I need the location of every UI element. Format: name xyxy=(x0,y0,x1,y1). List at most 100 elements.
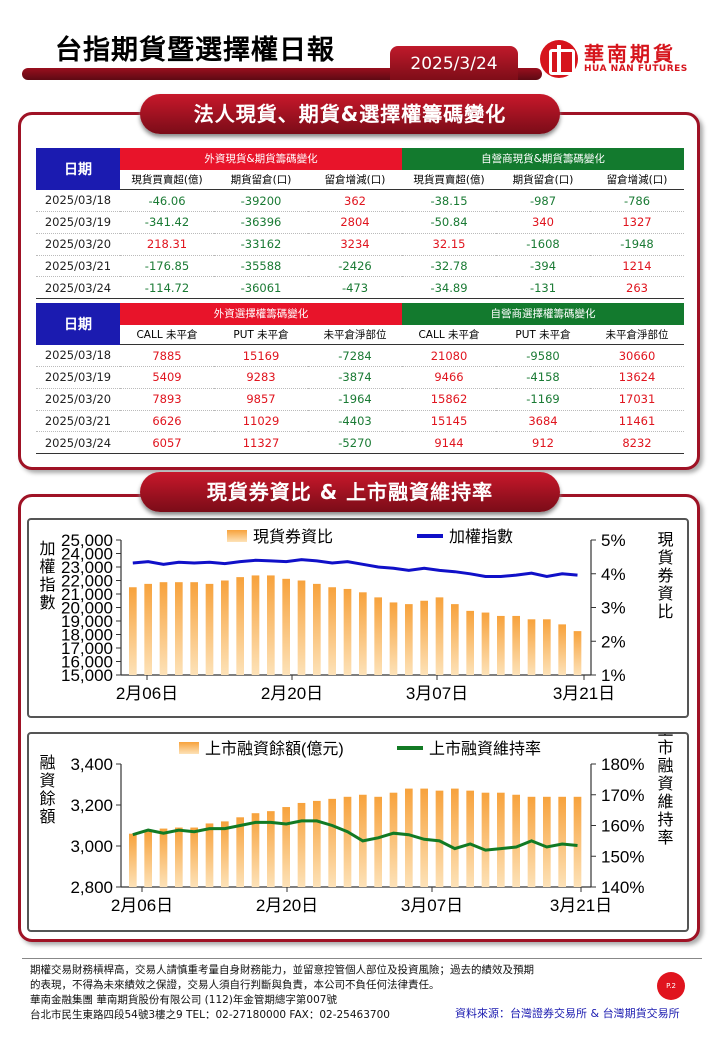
row-date: 2025/03/18 xyxy=(36,344,120,368)
column-header: 期貨留倉(口) xyxy=(496,169,590,191)
bar xyxy=(144,831,152,887)
x-tick-label: 2月20日 xyxy=(256,896,318,915)
table-cell: 30660 xyxy=(590,344,684,368)
table-row: 2025/03/18 -46.06 -39200 362 -38.15 -987 -786 xyxy=(36,189,684,213)
table-row: 2025/03/19 -341.42 -36396 2804 -50.84 340 1327 xyxy=(36,211,684,234)
y-left-tick-label: 23,000 xyxy=(61,558,113,577)
bar xyxy=(512,794,520,887)
bar xyxy=(405,788,413,887)
table-cell: 21080 xyxy=(402,344,496,368)
bar xyxy=(221,580,229,675)
bar xyxy=(527,619,536,675)
x-tick-label: 2月20日 xyxy=(261,684,323,703)
column-header: CALL 未平倉 xyxy=(402,324,496,346)
y-left-tick-label: 3,400 xyxy=(70,755,113,774)
x-tick-label: 3月21日 xyxy=(550,896,612,915)
table-cell: -394 xyxy=(496,255,590,278)
row-date: 2025/03/20 xyxy=(36,233,120,256)
x-tick-label: 3月07日 xyxy=(401,896,463,915)
x-tick-label: 3月21日 xyxy=(553,684,615,703)
table-cell: 912 xyxy=(496,431,590,455)
report-date: 2025/3/24 xyxy=(390,46,518,80)
y-left-tick-label: 17,000 xyxy=(61,639,113,658)
foreign-futures-header: 外資現貨&期貨籌碼變化 xyxy=(120,148,402,170)
table-cell: 11029 xyxy=(214,410,308,433)
bar xyxy=(236,817,244,887)
table-row: 2025/03/24 6057 11327 -5270 9144 912 8232 xyxy=(36,431,684,455)
date-header: 日期 xyxy=(36,148,120,190)
hua-nan-logo-icon xyxy=(540,40,578,78)
y-right-tick-label: 180% xyxy=(601,755,644,774)
column-header: 現貨買賣超(億) xyxy=(402,169,496,191)
bar xyxy=(267,811,275,887)
y-right-tick-label: 1% xyxy=(601,666,626,685)
bar xyxy=(297,802,306,887)
y-right-tick-label: 4% xyxy=(601,565,626,584)
row-date: 2025/03/19 xyxy=(36,211,120,234)
table-cell: -341.42 xyxy=(120,211,214,234)
table-cell: -35588 xyxy=(214,255,308,278)
y-left-tick-label: 18,000 xyxy=(61,626,113,645)
table-cell: -4403 xyxy=(308,410,402,433)
y-axis-right-label: 現貨券資比 xyxy=(655,531,674,621)
table-row: 2025/03/20 7893 9857 -1964 15862 -1169 17031 xyxy=(36,388,684,411)
bar xyxy=(359,592,367,675)
table-cell: -786 xyxy=(590,189,684,213)
bar xyxy=(543,796,551,887)
bar xyxy=(313,800,321,887)
table-cell: 2804 xyxy=(308,211,402,234)
y-left-tick-label: 24,000 xyxy=(61,545,113,564)
column-header: 期貨留倉(口) xyxy=(214,169,308,191)
y-left-tick-label: 15,000 xyxy=(61,666,113,685)
bar xyxy=(251,575,260,675)
table-cell: -1169 xyxy=(496,388,590,411)
table-cell: 11327 xyxy=(214,431,308,455)
y-left-tick-label: 22,000 xyxy=(61,572,113,591)
legend-bar-label: 上市融資餘額(億元) xyxy=(205,740,344,758)
table-cell: 7893 xyxy=(120,388,214,411)
y-right-tick-label: 170% xyxy=(601,786,644,805)
dealer-futures-header: 自營商現貨&期貨籌碼變化 xyxy=(402,148,684,170)
futures-table: 日期 外資現貨&期貨籌碼變化 自營商現貨&期貨籌碼變化 現貨買賣超(億) 期貨留倉… xyxy=(36,148,684,300)
table-cell: 7885 xyxy=(120,344,214,368)
column-header: CALL 未平倉 xyxy=(120,324,214,346)
legend-bar-swatch xyxy=(227,530,247,542)
row-date: 2025/03/24 xyxy=(36,276,120,300)
bar xyxy=(159,828,168,887)
x-tick-label: 2月06日 xyxy=(116,684,178,703)
bar xyxy=(558,624,566,675)
bar xyxy=(497,615,505,675)
column-header: 留倉增減(口) xyxy=(590,169,684,191)
y-axis-left-label: 融資餘額 xyxy=(37,754,56,826)
table-cell: 263 xyxy=(590,276,684,300)
bar xyxy=(190,582,198,675)
section2-title: 現貨券資比 & 上市融資維持率 xyxy=(140,472,560,512)
table-cell: 3234 xyxy=(308,233,402,256)
column-header: 未平倉淨部位 xyxy=(590,324,684,346)
y-right-tick-label: 2% xyxy=(601,632,626,651)
dealer-options-header: 自營商選擇權籌碼變化 xyxy=(402,303,684,325)
company-license: 華南金融集團 華南期貨股份有限公司 (112)年金管期總字第007號 xyxy=(30,994,337,1006)
column-header: 未平倉淨部位 xyxy=(308,324,402,346)
bar xyxy=(129,833,137,887)
bar xyxy=(435,790,444,887)
foreign-options-header: 外資選擇權籌碼變化 xyxy=(120,303,402,325)
disclaimer-line2: 的表現，不得為未來績效之保證，交易人須自行判斷與負責，本公司不負任何法律責任。 xyxy=(30,979,440,991)
table-cell: 15862 xyxy=(402,388,496,411)
margin-maintenance-chart: 3,400 3,200 3,000 2,800 180% 170% 160% 150% 140%… xyxy=(37,721,674,915)
logo-english-name: HUA NAN FUTURES xyxy=(584,64,688,75)
table-cell: -1964 xyxy=(308,388,402,411)
y-left-tick-label: 21,000 xyxy=(61,585,113,604)
table-cell: -5270 xyxy=(308,431,402,455)
table-cell: 9466 xyxy=(402,366,496,389)
y-left-tick-label: 19,000 xyxy=(61,612,113,631)
options-table: 日期 外資選擇權籌碼變化 自營商選擇權籌碼變化 CALL 未平倉 PUT 未平倉未… xyxy=(36,303,684,455)
table-cell: 13624 xyxy=(590,366,684,389)
table-cell: -1948 xyxy=(590,233,684,256)
table-cell: -2426 xyxy=(308,255,402,278)
bar xyxy=(313,583,321,675)
chart1-box: 25,000 24,000 23,000 22,000 21,000 20,000 19,0… xyxy=(27,518,689,718)
y-left-tick-label: 25,000 xyxy=(61,531,113,550)
bar xyxy=(512,615,520,675)
table-cell: 3684 xyxy=(496,410,590,433)
